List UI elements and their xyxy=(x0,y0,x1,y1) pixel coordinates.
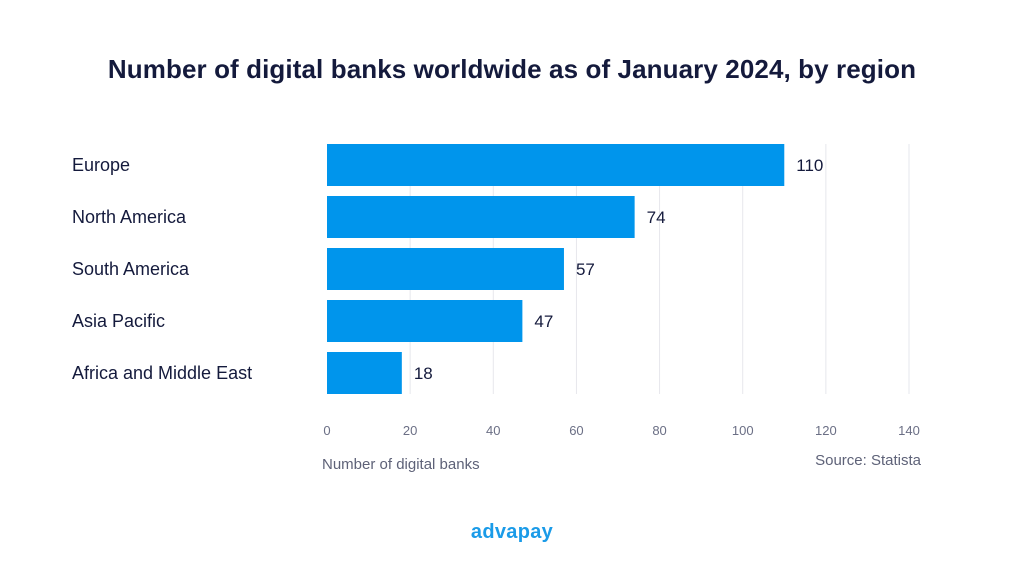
x-tick-label: 100 xyxy=(732,423,754,438)
x-axis-label: Number of digital banks xyxy=(322,456,480,473)
bar xyxy=(327,248,564,290)
category-label: Africa and Middle East xyxy=(72,363,252,383)
bar xyxy=(327,300,523,342)
bar xyxy=(327,144,785,186)
value-label: 74 xyxy=(647,208,666,227)
x-tick-label: 80 xyxy=(652,423,666,438)
bar xyxy=(327,352,402,394)
x-tick-label: 60 xyxy=(569,423,583,438)
category-label: South America xyxy=(72,259,190,279)
value-label: 57 xyxy=(576,260,595,279)
x-tick-label: 20 xyxy=(403,423,417,438)
value-label: 18 xyxy=(414,364,433,383)
chart-title: Number of digital banks worldwide as of … xyxy=(107,54,917,84)
advapay-logo: advapay xyxy=(470,521,554,543)
x-tick-label: 40 xyxy=(486,423,500,438)
x-tick-label: 140 xyxy=(898,423,920,438)
category-label: Europe xyxy=(72,155,130,175)
category-label: North America xyxy=(72,207,187,227)
category-label: Asia Pacific xyxy=(72,311,165,331)
bar xyxy=(327,196,635,238)
x-tick-label: 120 xyxy=(815,423,837,438)
value-label: 110 xyxy=(796,156,823,175)
value-label: 47 xyxy=(534,312,553,331)
x-tick-label: 0 xyxy=(323,423,330,438)
source-note: Source: Statista xyxy=(815,452,921,469)
